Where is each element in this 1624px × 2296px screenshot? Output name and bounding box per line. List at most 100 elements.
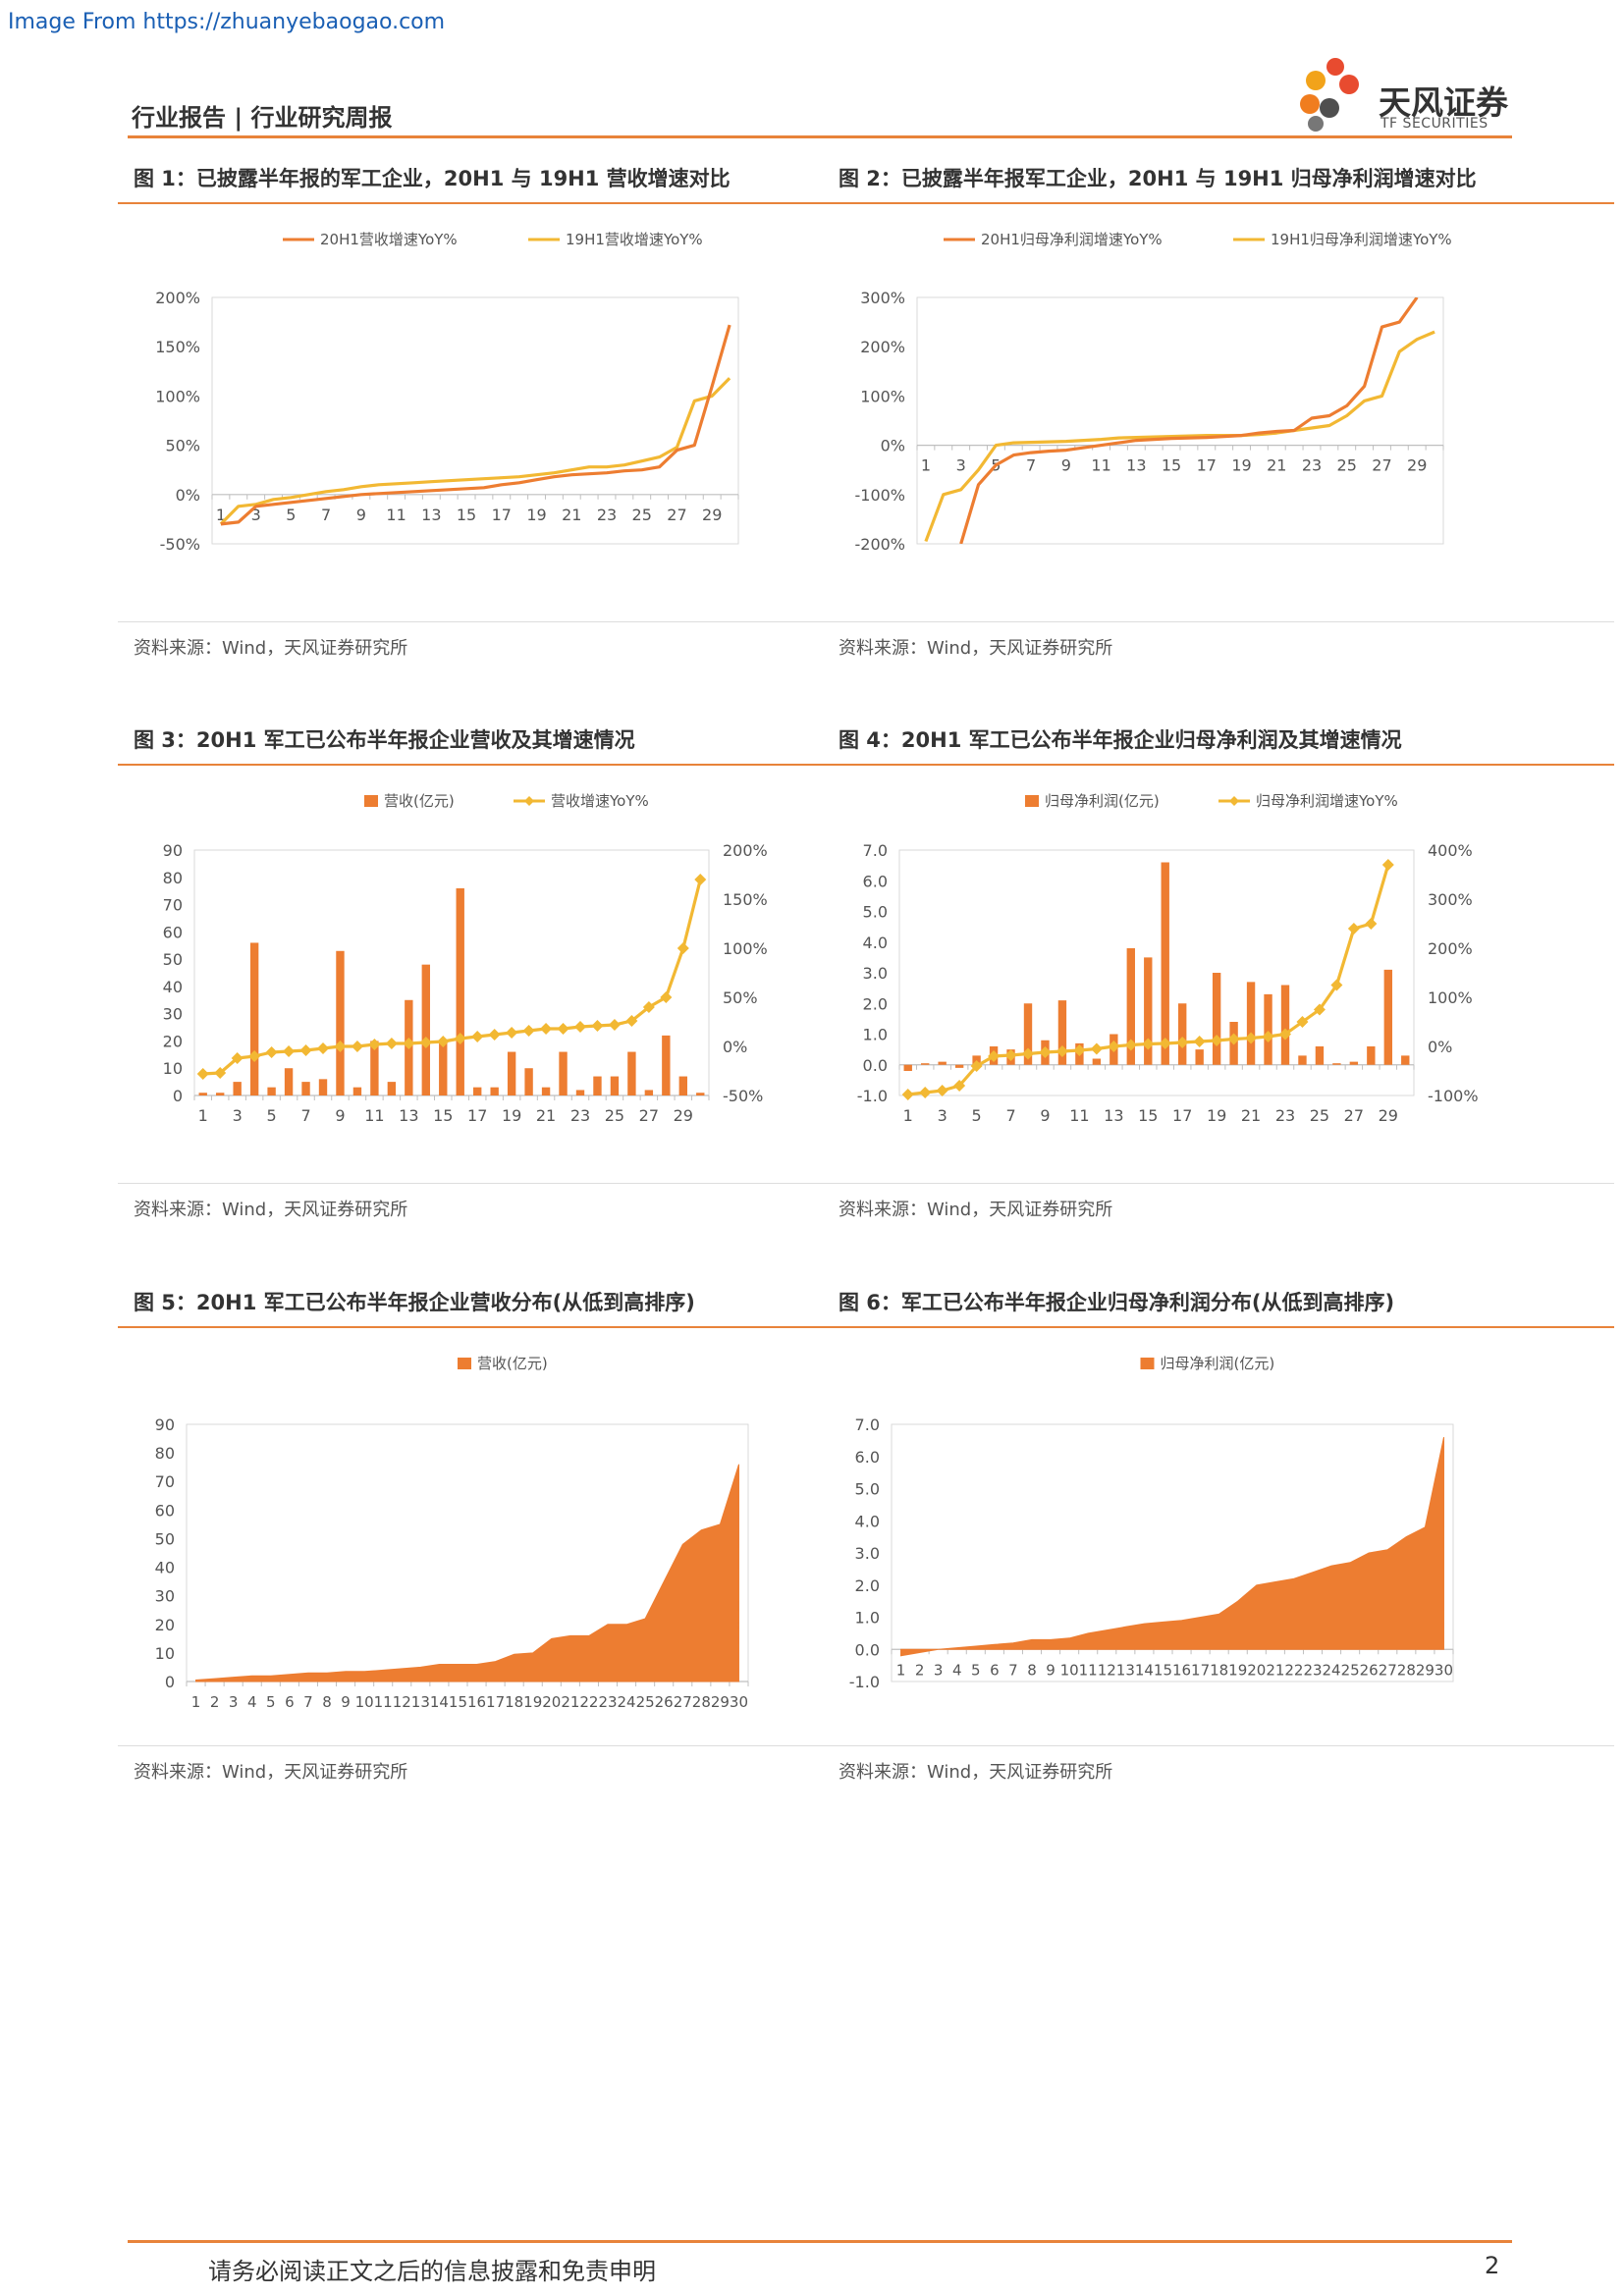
x-tick-label: 25 xyxy=(1310,1106,1329,1125)
y2-tick-label: -50% xyxy=(723,1087,763,1105)
bar xyxy=(233,1082,242,1095)
x-tick-label: 11 xyxy=(1079,1661,1098,1679)
y-tick-label: 0.0 xyxy=(855,1640,880,1659)
data-point xyxy=(196,1068,209,1080)
x-tick-label: 7 xyxy=(1005,1106,1015,1125)
data-point xyxy=(1365,918,1378,930)
y-tick-label: 50 xyxy=(155,1529,175,1548)
series-19h1-line xyxy=(219,377,731,526)
y2-tick-label: 100% xyxy=(723,939,768,958)
bar xyxy=(1023,1003,1033,1065)
y2-tick-label: 0% xyxy=(1428,1038,1452,1056)
bar xyxy=(267,1087,276,1095)
x-tick-label: 24 xyxy=(618,1693,636,1711)
bar xyxy=(1264,993,1272,1065)
x-tick-label: 22 xyxy=(579,1693,598,1711)
x-tick-label: 29 xyxy=(1416,1661,1435,1679)
figure-title: 图 5：20H1 军工已公布半年报企业营收分布(从低到高排序) xyxy=(118,1281,909,1328)
x-tick-label: 15 xyxy=(433,1106,453,1125)
data-point xyxy=(1347,923,1360,934)
data-point xyxy=(953,1080,966,1092)
bar xyxy=(1212,973,1221,1065)
data-point xyxy=(419,1037,432,1048)
legend-label: 营收(亿元) xyxy=(384,792,455,810)
bar xyxy=(938,1061,947,1065)
x-tick-label: 27 xyxy=(674,1693,692,1711)
legend-label: 19H1归母净利润增速YoY% xyxy=(1271,231,1452,248)
data-point xyxy=(1211,1035,1223,1046)
x-tick-label: 13 xyxy=(421,506,441,524)
y-tick-label: 40 xyxy=(155,1559,175,1577)
figure-title: 图 3：20H1 军工已公布半年报企业营收及其增速情况 xyxy=(118,719,909,766)
bar xyxy=(1383,969,1392,1065)
y-tick-label: 5.0 xyxy=(863,903,888,922)
x-tick-label: 17 xyxy=(1197,456,1217,475)
figure-title: 图 2：已披露半年报军工企业，20H1 与 19H1 归母净利润增速对比 xyxy=(823,157,1614,204)
y-tick-label: 70 xyxy=(155,1472,175,1491)
y-tick-label: 30 xyxy=(163,1005,183,1024)
bar xyxy=(1246,982,1256,1065)
bar xyxy=(1298,1055,1307,1065)
series-group xyxy=(924,297,1435,544)
figure-title: 图 4：20H1 军工已公布半年报企业归母净利润及其增速情况 xyxy=(823,719,1614,766)
y-tick-label: 70 xyxy=(163,896,183,915)
figure-title: 图 6：军工已公布半年报企业归母净利润分布(从低到高排序) xyxy=(823,1281,1614,1328)
bar xyxy=(1126,948,1135,1065)
data-point xyxy=(265,1046,278,1058)
legend-label: 20H1营收增速YoY% xyxy=(320,231,458,248)
y-tick-label: 1.0 xyxy=(863,1026,888,1044)
y-tick-label: -1.0 xyxy=(857,1087,888,1105)
x-tick-label: 17 xyxy=(492,506,512,524)
y2-tick-label: 300% xyxy=(1428,890,1473,909)
x-tick-label: 27 xyxy=(1344,1106,1364,1125)
x-tick-label: 16 xyxy=(1172,1661,1191,1679)
x-tick-label: 11 xyxy=(1091,456,1110,475)
page-number: 2 xyxy=(1485,2252,1500,2279)
y-tick-label: 6.0 xyxy=(863,872,888,890)
bar xyxy=(954,1064,964,1068)
x-tick-label: 21 xyxy=(1266,1661,1284,1679)
x-tick-label: 13 xyxy=(399,1106,418,1125)
x-tick-label: 30 xyxy=(1435,1661,1453,1679)
series-group xyxy=(219,324,731,526)
x-tick-label: 5 xyxy=(267,1106,277,1125)
bar xyxy=(1057,1000,1067,1065)
y-tick-label: 0% xyxy=(176,486,200,505)
data-point xyxy=(901,1089,914,1100)
bar xyxy=(507,1051,516,1095)
plot-area xyxy=(211,296,739,545)
x-tick-label: 14 xyxy=(1135,1661,1154,1679)
data-point xyxy=(1022,1047,1034,1060)
x-tick-label: 17 xyxy=(486,1693,505,1711)
x-tick-label: 2 xyxy=(210,1693,220,1711)
chart-4-profit-bars: -1.00.01.02.03.04.05.06.07.01 3 5 7 9 11 13 15 1… xyxy=(857,792,1479,1125)
legend-marker xyxy=(1229,796,1239,806)
y-tick-label: 60 xyxy=(163,923,183,941)
x-tick-label: 8 xyxy=(1027,1661,1037,1679)
x-tick-label: 7 xyxy=(321,506,331,524)
figure-6: 图 6：军工已公布半年报企业归母净利润分布(从低到高排序) -1.0 0.0 1.0… xyxy=(823,1281,1614,1785)
bar xyxy=(1367,1046,1376,1065)
plot-area xyxy=(898,849,1415,1096)
data-point xyxy=(1279,1028,1291,1041)
data-point xyxy=(454,1033,466,1044)
x-tick-label: 29 xyxy=(1379,1106,1398,1125)
y-tick-label: 0.0 xyxy=(863,1056,888,1075)
footer-disclaimer: 请务必阅读正文之后的信息披露和免责申明 xyxy=(208,2258,656,2285)
x-tick-label: 5 xyxy=(286,506,296,524)
legend-label: 营收(亿元) xyxy=(477,1355,548,1372)
data-point xyxy=(488,1029,501,1041)
figure-source: 资料来源：Wind，天风证券研究所 xyxy=(823,621,1614,661)
x-tick-label: 29 xyxy=(674,1106,693,1125)
data-point xyxy=(608,1019,621,1031)
data-point xyxy=(625,1015,638,1027)
x-tick-label: 9 xyxy=(335,1106,345,1125)
bar xyxy=(696,1093,705,1095)
data-point xyxy=(385,1038,398,1049)
bar xyxy=(301,1082,310,1095)
x-tick-label: 25 xyxy=(1341,1661,1360,1679)
x-tick-label: 19 xyxy=(523,1693,542,1711)
x-tick-label: 5 xyxy=(266,1693,276,1711)
figure-source: 资料来源：Wind，天风证券研究所 xyxy=(823,1745,1614,1785)
data-point xyxy=(214,1067,227,1079)
